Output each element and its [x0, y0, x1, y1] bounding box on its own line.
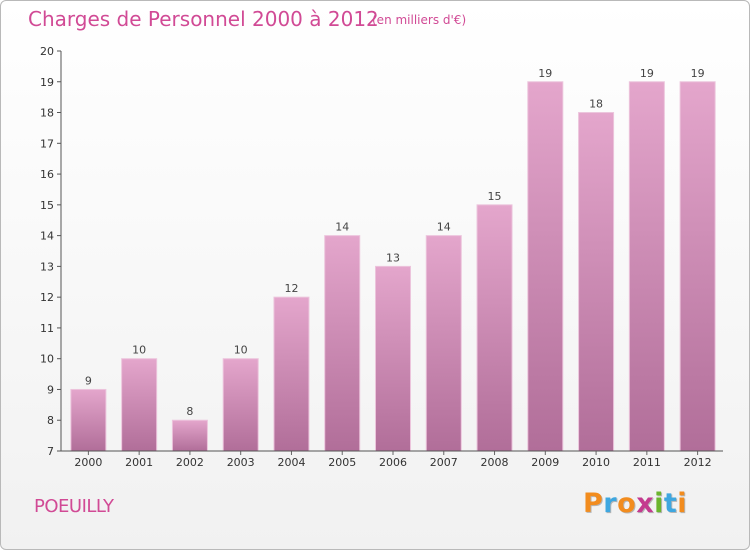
x-tick-label-2011: 2011 — [633, 456, 661, 469]
x-tick-label-2002: 2002 — [176, 456, 204, 469]
data-label-2009: 19 — [538, 67, 552, 80]
x-tick-label-2000: 2000 — [74, 456, 102, 469]
y-tick-label-11: 11 — [40, 322, 54, 335]
x-tick-label-2010: 2010 — [582, 456, 610, 469]
y-tick-label-10: 10 — [40, 353, 54, 366]
data-label-2010: 18 — [589, 98, 603, 111]
bar-2004 — [273, 296, 310, 452]
bar-2012 — [679, 81, 716, 452]
y-tick-label-8: 8 — [47, 414, 54, 427]
commune-name: POEUILLY — [34, 496, 114, 517]
x-tick-label-2006: 2006 — [379, 456, 407, 469]
data-label-2005: 14 — [335, 221, 349, 234]
x-tick-label-2008: 2008 — [481, 456, 509, 469]
data-label-2002: 8 — [186, 405, 193, 418]
logo-letter: x — [636, 488, 655, 519]
bar-2002 — [171, 419, 208, 452]
x-tick-label-2003: 2003 — [227, 456, 255, 469]
logo-letter: o — [617, 488, 637, 519]
x-tick-label-2012: 2012 — [684, 456, 712, 469]
proxiti-logo[interactable]: Proxiti — [583, 488, 687, 519]
data-label-2004: 12 — [284, 282, 298, 295]
bar-2008 — [476, 204, 513, 452]
logo-letter: r — [603, 488, 618, 519]
data-label-2012: 19 — [691, 67, 705, 80]
logo-letter: i — [677, 488, 688, 519]
data-label-2011: 19 — [640, 67, 654, 80]
bar-2000 — [70, 388, 107, 452]
bar-2011 — [628, 81, 665, 452]
bar-2003 — [222, 358, 259, 452]
data-label-2006: 13 — [386, 251, 400, 264]
bar-2007 — [425, 235, 462, 452]
bar-2001 — [121, 358, 158, 452]
x-tick-label-2007: 2007 — [430, 456, 458, 469]
y-tick-label-18: 18 — [40, 107, 54, 120]
y-tick-label-12: 12 — [40, 291, 54, 304]
y-tick-label-19: 19 — [40, 76, 54, 89]
data-label-2001: 10 — [132, 344, 146, 357]
data-label-2007: 14 — [437, 221, 451, 234]
y-tick-label-20: 20 — [40, 45, 54, 58]
y-tick-label-17: 17 — [40, 137, 54, 150]
y-tick-label-7: 7 — [47, 445, 54, 458]
y-tick-label-9: 9 — [47, 383, 54, 396]
logo-letter: i — [654, 488, 664, 519]
bar-2006 — [375, 265, 411, 452]
y-tick-label-15: 15 — [40, 199, 54, 212]
y-tick-label-16: 16 — [40, 168, 54, 181]
bar-2009 — [527, 81, 564, 452]
logo-letter: P — [583, 488, 604, 519]
x-tick-label-2009: 2009 — [531, 456, 559, 469]
y-tick-label-13: 13 — [40, 260, 54, 273]
x-tick-label-2001: 2001 — [125, 456, 153, 469]
bar-2010 — [578, 112, 615, 452]
chart-title: Charges de Personnel 2000 à 2012 — [28, 7, 379, 31]
chart-unit-subtitle: (en milliers d'€) — [372, 13, 467, 27]
bar-2005 — [324, 235, 361, 452]
x-tick-label-2005: 2005 — [328, 456, 356, 469]
data-label-2000: 9 — [85, 374, 92, 387]
x-tick-label-2004: 2004 — [277, 456, 305, 469]
logo-letter: t — [663, 488, 678, 519]
data-label-2008: 15 — [488, 190, 502, 203]
data-label-2003: 10 — [234, 344, 248, 357]
y-tick-label-14: 14 — [40, 230, 54, 243]
